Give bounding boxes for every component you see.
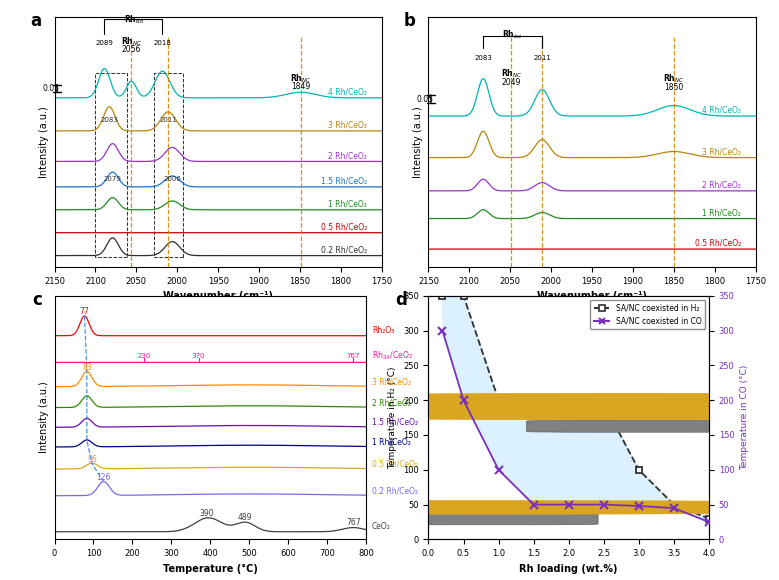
Text: b: b (404, 12, 415, 30)
Text: 1850: 1850 (664, 83, 683, 92)
Text: 1.5 Rh/CeO₂: 1.5 Rh/CeO₂ (321, 177, 367, 186)
Text: 1 Rh/CeO₂: 1 Rh/CeO₂ (372, 437, 411, 447)
Text: 370: 370 (192, 353, 206, 359)
Text: 2083: 2083 (100, 117, 118, 123)
Text: 3 Rh/CeO₂: 3 Rh/CeO₂ (328, 121, 367, 130)
X-axis label: Rh loading (wt.%): Rh loading (wt.%) (520, 564, 618, 574)
Text: 0.5 Rh/CeO₂: 0.5 Rh/CeO₂ (321, 223, 367, 231)
X-axis label: Wavenumber (cm⁻¹): Wavenumber (cm⁻¹) (537, 291, 647, 301)
Text: 767: 767 (347, 353, 360, 359)
Text: 96: 96 (87, 455, 97, 463)
X-axis label: Temperature (°C): Temperature (°C) (163, 564, 258, 574)
FancyBboxPatch shape (527, 420, 751, 432)
Text: 2079: 2079 (104, 176, 122, 182)
Text: 77: 77 (79, 307, 90, 316)
Text: 0.2 Rh/CeO₂: 0.2 Rh/CeO₂ (321, 245, 367, 255)
Text: 767: 767 (346, 519, 361, 527)
Text: Rh$_{iso}$: Rh$_{iso}$ (502, 28, 523, 41)
Text: 0.05: 0.05 (42, 84, 59, 93)
Text: 230: 230 (137, 353, 151, 359)
Text: Rh$_{NC}$: Rh$_{NC}$ (290, 72, 312, 85)
Text: 4 Rh/CeO₂: 4 Rh/CeO₂ (702, 106, 741, 115)
Y-axis label: Temperature in CO (°C): Temperature in CO (°C) (740, 365, 749, 470)
Text: 1.5 Rh/CeO₂: 1.5 Rh/CeO₂ (372, 418, 418, 427)
Text: 126: 126 (97, 473, 111, 482)
Text: 1 Rh/CeO₂: 1 Rh/CeO₂ (702, 208, 741, 218)
Text: a: a (30, 12, 41, 30)
Text: Rh$_{NC}$: Rh$_{NC}$ (663, 73, 685, 85)
Text: 2049: 2049 (502, 78, 520, 86)
Text: 0.2 Rh/CeO₂: 0.2 Rh/CeO₂ (372, 486, 418, 495)
Text: 2056: 2056 (122, 45, 141, 55)
Text: 2089: 2089 (96, 40, 114, 46)
Text: 2011: 2011 (159, 117, 177, 123)
Text: 2011: 2011 (533, 55, 551, 61)
Text: Rh$_{SA}$/CeO₂: Rh$_{SA}$/CeO₂ (372, 349, 413, 362)
Text: 0.5 Rh/CeO₂: 0.5 Rh/CeO₂ (372, 459, 418, 469)
Circle shape (0, 394, 779, 407)
Text: 2 Rh/CeO₂: 2 Rh/CeO₂ (328, 151, 367, 161)
Text: 4 Rh/CeO₂: 4 Rh/CeO₂ (328, 88, 367, 97)
Circle shape (19, 407, 779, 419)
Text: d: d (395, 291, 407, 309)
Text: 1 Rh/CeO₂: 1 Rh/CeO₂ (328, 200, 367, 209)
Text: 1849: 1849 (291, 82, 310, 91)
Circle shape (0, 501, 779, 514)
Y-axis label: Intensity (a.u.): Intensity (a.u.) (39, 382, 49, 454)
Text: 489: 489 (238, 513, 252, 523)
FancyBboxPatch shape (374, 513, 598, 525)
Text: 2 Rh/CeO₂: 2 Rh/CeO₂ (372, 398, 411, 407)
Text: CeO₂: CeO₂ (372, 522, 391, 531)
Circle shape (0, 407, 779, 419)
Circle shape (9, 394, 779, 407)
Text: c: c (32, 291, 42, 309)
Circle shape (0, 501, 779, 514)
Text: Rh$_{NC}$: Rh$_{NC}$ (121, 35, 142, 48)
Circle shape (1, 407, 779, 419)
Y-axis label: Temperature in H₂ (°C): Temperature in H₂ (°C) (388, 367, 397, 469)
Y-axis label: Intensity (a.u.): Intensity (a.u.) (39, 106, 49, 178)
Bar (154, 74, 183, 256)
Text: Rh₂O₃: Rh₂O₃ (372, 326, 394, 335)
Text: 3 Rh/CeO₂: 3 Rh/CeO₂ (702, 147, 741, 157)
Y-axis label: Intensity (a.u.): Intensity (a.u.) (413, 106, 423, 178)
Text: 390: 390 (199, 509, 213, 518)
Text: 2083: 2083 (474, 55, 492, 61)
Text: Rh$_{iso}$: Rh$_{iso}$ (124, 14, 144, 26)
Text: 3 Rh/CeO₂: 3 Rh/CeO₂ (372, 377, 411, 386)
Text: 2 Rh/CeO₂: 2 Rh/CeO₂ (702, 181, 741, 190)
Text: 83: 83 (82, 363, 92, 372)
Text: 2006: 2006 (164, 176, 182, 182)
Text: 2018: 2018 (153, 40, 171, 46)
Text: Rh$_{NC}$: Rh$_{NC}$ (500, 67, 522, 80)
Legend: SA/NC coexisted in H₂, SA/NC coexisted in CO: SA/NC coexisted in H₂, SA/NC coexisted i… (590, 300, 705, 329)
Text: 0.05: 0.05 (416, 95, 433, 104)
Text: 0.5 Rh/CeO₂: 0.5 Rh/CeO₂ (695, 239, 741, 248)
X-axis label: Wavenumber (cm⁻¹): Wavenumber (cm⁻¹) (163, 291, 273, 301)
Bar (96, 74, 126, 256)
